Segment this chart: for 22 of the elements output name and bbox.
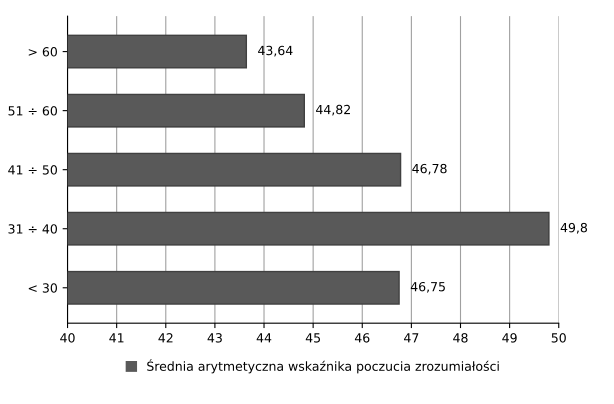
- x-tick-label: 48: [453, 333, 468, 343]
- x-tick-label: 45: [306, 333, 320, 343]
- data-label: 49,8: [560, 222, 588, 234]
- x-tick-label: 40: [60, 333, 75, 343]
- x-tick-label: 41: [109, 333, 124, 342]
- x-tick-label: 44: [256, 333, 272, 342]
- data-label: 46,75: [410, 282, 445, 293]
- y-tick-label: 51 ÷ 60: [8, 106, 57, 116]
- data-label: 44,82: [316, 104, 350, 116]
- x-tick-label: 42: [158, 333, 172, 342]
- y-tick-label: < 30: [28, 283, 57, 293]
- x-tick-label: 49: [502, 333, 517, 343]
- y-tick-label: 31 ÷ 40: [8, 224, 57, 234]
- x-tick-label: 43: [208, 333, 222, 343]
- data-label: 43,64: [258, 46, 293, 56]
- y-tick-label: 41 ÷ 50: [8, 165, 57, 175]
- legend-label: Średnia arytmetyczna wskaźnika poczucia zrozumiałości: [147, 359, 499, 374]
- x-tick-label: 47: [404, 333, 418, 342]
- x-tick-label: 50: [552, 333, 566, 343]
- x-tick-label: 46: [354, 333, 370, 343]
- y-tick-label: > 60: [28, 47, 57, 57]
- data-label: 46,78: [412, 164, 447, 175]
